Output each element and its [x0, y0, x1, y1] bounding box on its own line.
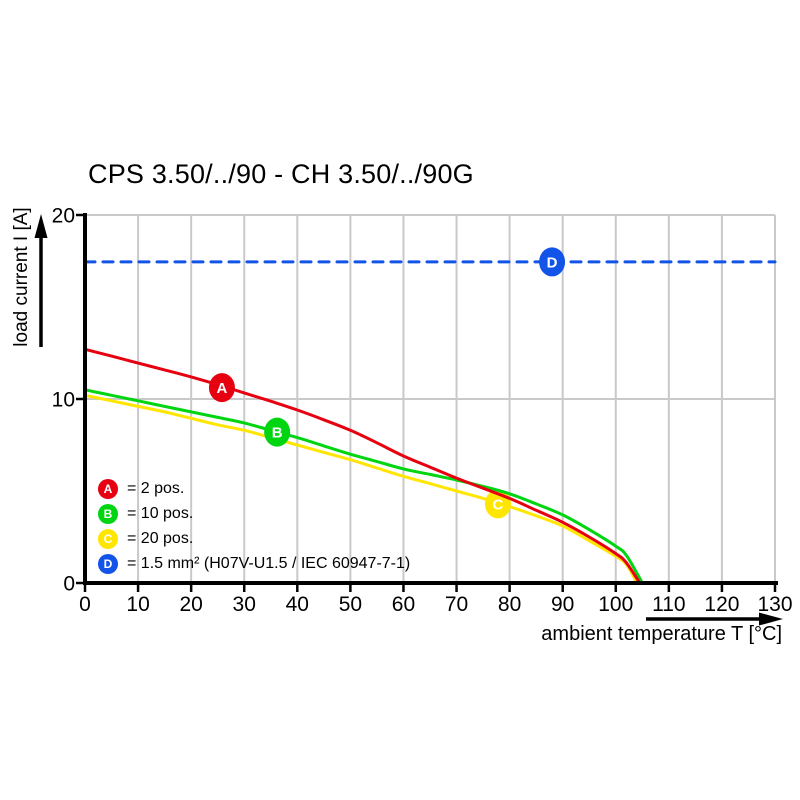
curve-marker-letter-d: D — [547, 254, 558, 271]
legend-label-c: = 20 pos. — [127, 529, 194, 547]
x-tick-label: 120 — [704, 593, 739, 616]
legend-label-a: = 2 pos. — [127, 479, 185, 497]
curve-a — [83, 347, 642, 585]
curve-c — [83, 393, 639, 585]
x-tick-label: 40 — [286, 593, 309, 616]
y-axis-arrowhead-icon — [34, 214, 48, 238]
x-tick-label: 30 — [233, 593, 256, 616]
y-axis-label: load current I [A] — [11, 207, 32, 347]
x-axis-arrowhead-icon — [759, 612, 783, 626]
curve-marker-b-icon — [264, 417, 291, 447]
legend-item-a: A = 2 pos. — [98, 476, 410, 501]
curve-marker-d-icon — [539, 247, 566, 277]
legend-item-b: B = 10 pos. — [98, 501, 410, 526]
legend-marker-d-icon: D — [98, 553, 118, 574]
curve-marker-letter-c: C — [493, 496, 504, 513]
chart-title: CPS 3.50/../90 - CH 3.50/../90G — [88, 159, 474, 189]
legend-label-b: = 10 pos. — [127, 504, 194, 522]
x-tick-label: 130 — [757, 593, 792, 616]
legend-marker-c-icon: C — [98, 528, 118, 549]
x-axis-label: ambient temperature T [°C] — [541, 623, 782, 645]
legend-marker-a-icon: A — [98, 478, 118, 499]
x-tick-label: 60 — [392, 593, 415, 616]
curve-b — [83, 388, 644, 585]
curve-marker-letter-b: B — [272, 425, 283, 442]
legend-item-d: D = 1.5 mm² (H07V-U1.5 / IEC 60947-7-1) — [98, 551, 410, 576]
x-tick-label: 50 — [339, 593, 362, 616]
x-tick-label: 0 — [79, 593, 91, 616]
legend-item-c: C = 20 pos. — [98, 526, 410, 551]
y-tick-label: 20 — [52, 205, 75, 228]
x-tick-label: 90 — [551, 593, 574, 616]
legend: A = 2 pos. B = 10 pos. C = 20 pos. D = 1… — [98, 476, 410, 576]
x-tick-label: 20 — [179, 593, 202, 616]
x-tick-label: 80 — [498, 593, 521, 616]
y-tick-label: 10 — [52, 389, 75, 412]
x-tick-label: 100 — [598, 593, 633, 616]
x-tick-label: 10 — [126, 593, 149, 616]
x-tick-label: 70 — [445, 593, 468, 616]
y-tick-label: 0 — [63, 573, 75, 596]
curve-marker-letter-a: A — [217, 380, 228, 397]
x-tick-label: 110 — [652, 593, 685, 616]
curve-marker-a-icon — [208, 373, 235, 403]
legend-marker-b-icon: B — [98, 503, 118, 524]
legend-label-d: = 1.5 mm² (H07V-U1.5 / IEC 60947-7-1) — [127, 554, 411, 572]
